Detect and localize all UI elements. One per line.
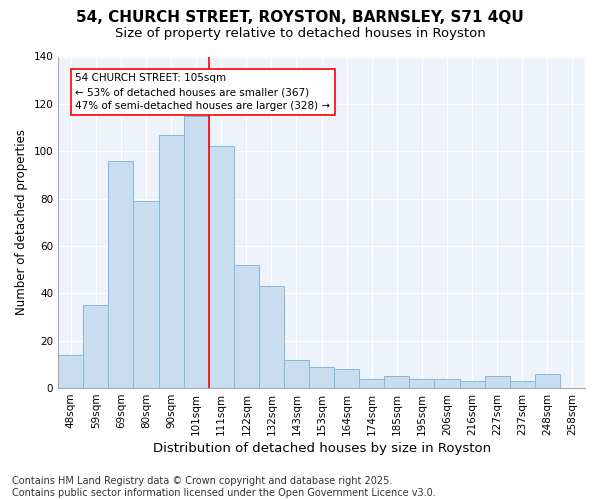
Bar xyxy=(234,265,259,388)
Bar xyxy=(284,360,309,388)
Bar xyxy=(460,381,485,388)
Bar xyxy=(259,286,284,388)
Bar xyxy=(309,367,334,388)
Bar xyxy=(58,355,83,388)
Bar xyxy=(359,378,385,388)
Bar xyxy=(409,378,434,388)
Y-axis label: Number of detached properties: Number of detached properties xyxy=(15,130,28,316)
Bar xyxy=(158,134,184,388)
Bar xyxy=(133,201,158,388)
Bar xyxy=(334,369,359,388)
Text: 54 CHURCH STREET: 105sqm
← 53% of detached houses are smaller (367)
47% of semi-: 54 CHURCH STREET: 105sqm ← 53% of detach… xyxy=(75,73,331,111)
Bar xyxy=(510,381,535,388)
Bar xyxy=(535,374,560,388)
Bar xyxy=(109,160,133,388)
X-axis label: Distribution of detached houses by size in Royston: Distribution of detached houses by size … xyxy=(152,442,491,455)
Bar xyxy=(209,146,234,388)
Bar xyxy=(184,116,209,388)
Text: Contains HM Land Registry data © Crown copyright and database right 2025.
Contai: Contains HM Land Registry data © Crown c… xyxy=(12,476,436,498)
Bar xyxy=(434,378,460,388)
Bar xyxy=(485,376,510,388)
Text: Size of property relative to detached houses in Royston: Size of property relative to detached ho… xyxy=(115,28,485,40)
Text: 54, CHURCH STREET, ROYSTON, BARNSLEY, S71 4QU: 54, CHURCH STREET, ROYSTON, BARNSLEY, S7… xyxy=(76,10,524,25)
Bar xyxy=(83,305,109,388)
Bar xyxy=(385,376,409,388)
